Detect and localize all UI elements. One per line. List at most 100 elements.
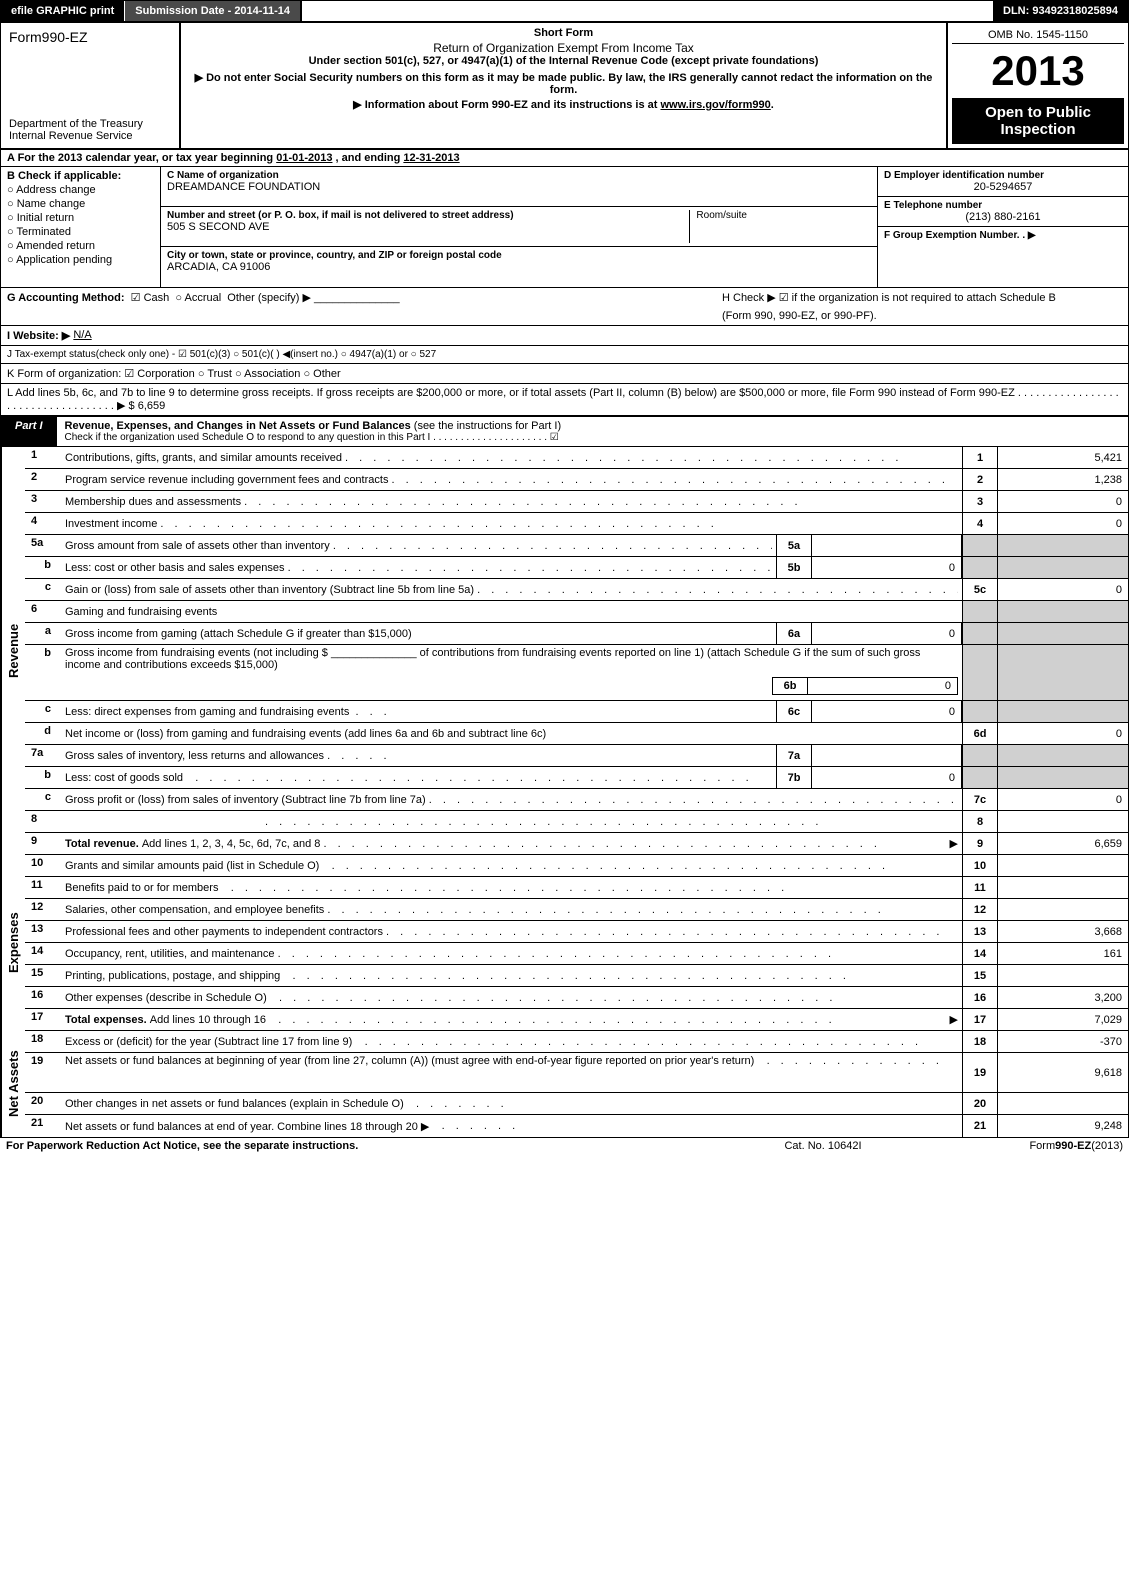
chk-terminated[interactable]: Terminated <box>7 226 154 238</box>
ev-7b-grey <box>998 767 1128 788</box>
ev-1: 5,421 <box>998 447 1128 468</box>
desc-5b: Less: cost or other basis and sales expe… <box>65 562 285 574</box>
ln-3: 3 <box>25 491 61 512</box>
ln-5b: b <box>25 557 61 578</box>
desc-7a: Gross sales of inventory, less returns a… <box>65 750 324 762</box>
desc-3: Membership dues and assessments <box>65 496 241 508</box>
en-18: 18 <box>962 1031 998 1052</box>
h-sub: (Form 990, 990-EZ, or 990-PF). <box>722 310 1122 322</box>
chk-amended[interactable]: Amended return <box>7 240 154 252</box>
d-ein-label: D Employer identification number <box>884 170 1122 181</box>
website-value: N/A <box>73 329 91 342</box>
en-13: 13 <box>962 921 998 942</box>
g-accrual[interactable]: Accrual <box>175 292 221 304</box>
en-16: 16 <box>962 987 998 1008</box>
desc-4: Investment income <box>65 518 157 530</box>
mn-6a: 6a <box>776 623 812 644</box>
ev-6a-grey <box>998 623 1128 644</box>
ev-6d: 0 <box>998 723 1128 744</box>
c-city-label: City or town, state or province, country… <box>167 250 871 261</box>
ev-20 <box>998 1093 1128 1114</box>
ev-6b-grey <box>998 645 1128 700</box>
desc-7b: Less: cost of goods sold <box>65 772 183 784</box>
ln-6a: a <box>25 623 61 644</box>
g-other[interactable]: Other (specify) ▶ <box>227 292 311 304</box>
dln-label: DLN: 93492318025894 <box>993 1 1128 21</box>
ev-8 <box>998 811 1128 832</box>
g-cash[interactable]: Cash <box>131 292 170 304</box>
desc-6: Gaming and fundraising events <box>65 606 217 618</box>
k-form-org: K Form of organization: ☑ Corporation ○ … <box>7 367 341 380</box>
submission-date: Submission Date - 2014-11-14 <box>125 1 302 21</box>
org-name: DREAMDANCE FOUNDATION <box>167 181 871 193</box>
b-check-label: B Check if applicable: <box>7 170 121 182</box>
ev-21: 9,248 <box>998 1115 1128 1137</box>
ln-17: 17 <box>25 1009 61 1030</box>
info-text: ▶ Information about Form 990-EZ and its … <box>353 99 660 111</box>
desc-14: Occupancy, rent, utilities, and maintena… <box>65 948 275 960</box>
desc-6a: Gross income from gaming (attach Schedul… <box>65 628 412 640</box>
dept-treasury: Department of the Treasury <box>9 118 171 130</box>
en-19: 19 <box>962 1053 998 1092</box>
ln-7c: c <box>25 789 61 810</box>
ev-14: 161 <box>998 943 1128 964</box>
en-5b-grey <box>962 557 998 578</box>
desc-6b: Gross income from fundraising events (no… <box>65 647 920 671</box>
desc-6c: Less: direct expenses from gaming and fu… <box>65 706 349 718</box>
chk-initial-return[interactable]: Initial return <box>7 212 154 224</box>
mn-6c: 6c <box>776 701 812 722</box>
en-15: 15 <box>962 965 998 986</box>
ln-2: 2 <box>25 469 61 490</box>
ln-19: 19 <box>25 1053 61 1092</box>
en-5c: 5c <box>962 579 998 600</box>
org-address: 505 S SECOND AVE <box>167 221 871 233</box>
desc-10: Grants and similar amounts paid (list in… <box>65 860 319 872</box>
part-i-title: Revenue, Expenses, and Changes in Net As… <box>57 417 1128 446</box>
ev-3: 0 <box>998 491 1128 512</box>
mn-5b: 5b <box>776 557 812 578</box>
chk-pending[interactable]: Application pending <box>7 254 154 266</box>
ev-16: 3,200 <box>998 987 1128 1008</box>
ln-6: 6 <box>25 601 61 622</box>
irs-link[interactable]: www.irs.gov/form990 <box>661 99 771 111</box>
ln-11: 11 <box>25 877 61 898</box>
ev-4: 0 <box>998 513 1128 534</box>
ln-21: 21 <box>25 1115 61 1137</box>
desc-15: Printing, publications, postage, and shi… <box>65 970 280 982</box>
l-gross-receipts: L Add lines 5b, 6c, and 7b to line 9 to … <box>7 387 1122 412</box>
mn-5a: 5a <box>776 535 812 556</box>
en-6d: 6d <box>962 723 998 744</box>
chk-name-change[interactable]: Name change <box>7 198 154 210</box>
desc-5a: Gross amount from sale of assets other t… <box>65 540 330 552</box>
desc-12: Salaries, other compensation, and employ… <box>65 904 324 916</box>
desc-2: Program service revenue including govern… <box>65 474 388 486</box>
desc-11: Benefits paid to or for members <box>65 882 218 894</box>
en-7b-grey <box>962 767 998 788</box>
chk-address-change[interactable]: Address change <box>7 184 154 196</box>
ev-9: 6,659 <box>998 833 1128 854</box>
desc-13: Professional fees and other payments to … <box>65 926 383 938</box>
ln-20: 20 <box>25 1093 61 1114</box>
ln-5c: c <box>25 579 61 600</box>
form-number: Form990-EZ <box>9 29 171 45</box>
ln-18: 18 <box>25 1031 61 1052</box>
expenses-side-label: Expenses <box>1 855 25 1031</box>
mv-5a <box>812 535 962 556</box>
ln-14: 14 <box>25 943 61 964</box>
ev-10 <box>998 855 1128 876</box>
ev-6c-grey <box>998 701 1128 722</box>
en-7a-grey <box>962 745 998 766</box>
revenue-side-label: Revenue <box>1 447 25 855</box>
en-17: 17 <box>962 1009 998 1030</box>
ev-15 <box>998 965 1128 986</box>
en-6-grey <box>962 601 998 622</box>
ev-19: 9,618 <box>998 1053 1128 1092</box>
e-phone-label: E Telephone number <box>884 200 1122 211</box>
ln-8: 8 <box>25 811 61 832</box>
desc-7c: Gross profit or (loss) from sales of inv… <box>65 794 426 806</box>
ev-5b-grey <box>998 557 1128 578</box>
ev-11 <box>998 877 1128 898</box>
en-6a-grey <box>962 623 998 644</box>
efile-print-button[interactable]: efile GRAPHIC print <box>1 1 125 21</box>
en-14: 14 <box>962 943 998 964</box>
